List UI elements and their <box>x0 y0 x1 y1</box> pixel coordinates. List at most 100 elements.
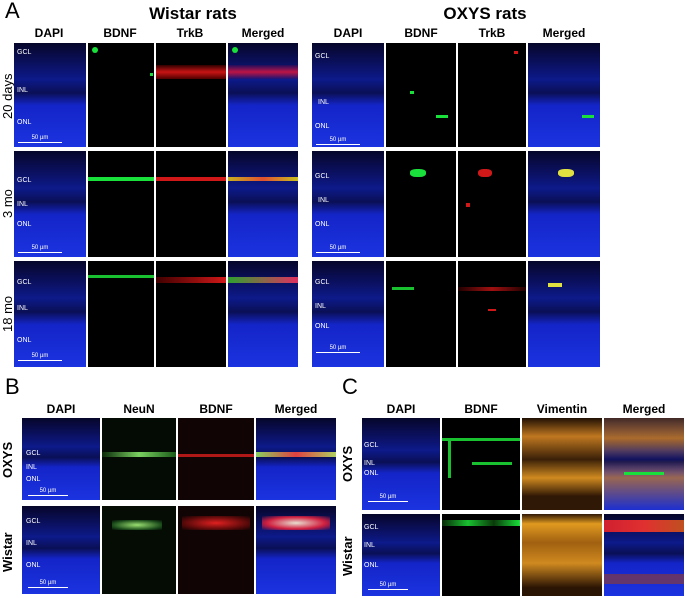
c-col-vimentin: Vimentin <box>536 402 588 416</box>
layer-onl-label: ONL <box>315 123 330 130</box>
b-col-merged: Merged <box>274 402 318 416</box>
layer-gcl-label: GCL <box>315 53 330 60</box>
b-row-oxys: OXYS <box>0 441 15 479</box>
layer-inl-label: INL <box>364 542 375 549</box>
a-wistar-18mo-trkb <box>156 261 226 367</box>
a-oxys-18mo-dapi: GCL INL ONL 50 µm <box>312 261 384 367</box>
a-wistar-col-bdnf: BDNF <box>103 26 137 40</box>
wistar-rats-title: Wistar rats <box>149 4 237 23</box>
a-oxys-3mo-dapi: GCL INL ONL 50 µm <box>312 151 384 257</box>
c-col-bdnf: BDNF <box>464 402 498 416</box>
a-wistar-3mo-dapi: GCL INL ONL 50 µm <box>14 151 86 257</box>
a-wistar-20d-merged <box>228 43 298 147</box>
b-wistar-dapi: GCL INL ONL 50 µm <box>22 506 100 594</box>
layer-onl-label: ONL <box>364 470 379 477</box>
c-wistar-dapi: GCL INL ONL 50 µm <box>362 514 440 596</box>
b-col-neun: NeuN <box>123 402 155 416</box>
b-wistar-bdnf <box>178 506 254 594</box>
panel-c-letter: C <box>342 374 358 399</box>
a-oxys-3mo-bdnf <box>386 151 456 257</box>
layer-onl-label: ONL <box>26 476 41 483</box>
layer-inl-label: INL <box>17 305 28 312</box>
a-wistar-18mo-bdnf <box>88 261 154 367</box>
layer-onl-label: ONL <box>17 337 32 344</box>
layer-gcl-label: GCL <box>26 518 41 525</box>
layer-inl-label: INL <box>318 99 329 106</box>
oxys-rats-title: OXYS rats <box>443 4 527 23</box>
panel-a-letter: A <box>5 0 20 23</box>
layer-gcl-label: GCL <box>17 49 32 56</box>
a-wistar-18mo-merged <box>228 261 298 367</box>
a-oxys-20d-dapi: GCL INL ONL 50 µm <box>312 43 384 147</box>
layer-onl-label: ONL <box>17 119 32 126</box>
layer-inl-label: INL <box>26 540 37 547</box>
a-wistar-20d-dapi: GCL INL ONL 50 µm <box>14 43 86 147</box>
b-oxys-merged <box>256 418 336 500</box>
a-wistar-col-trkb: TrkB <box>176 26 204 40</box>
c-wistar-merged <box>604 514 684 596</box>
a-oxys-20d-merged <box>528 43 600 147</box>
layer-inl-label: INL <box>318 197 329 204</box>
a-wistar-col-merged: Merged <box>241 26 285 40</box>
c-wistar-bdnf <box>442 514 520 596</box>
a-wistar-3mo-merged <box>228 151 298 257</box>
b-oxys-bdnf <box>178 418 254 500</box>
c-oxys-merged <box>604 418 684 510</box>
scale-bar: 50 µm <box>28 580 68 588</box>
layer-gcl-label: GCL <box>26 450 41 457</box>
a-oxys-20d-trkb <box>458 43 526 147</box>
layer-gcl-label: GCL <box>315 173 330 180</box>
a-oxys-col-merged: Merged <box>542 26 586 40</box>
b-row-wistar: Wistar <box>0 532 15 572</box>
a-oxys-18mo-trkb <box>458 261 526 367</box>
b-oxys-dapi: GCL INL ONL 50 µm <box>22 418 100 500</box>
c-row-oxys: OXYS <box>340 445 355 483</box>
layer-onl-label: ONL <box>17 221 32 228</box>
scale-bar: 50 µm <box>18 353 62 361</box>
layer-onl-label: ONL <box>364 562 379 569</box>
b-oxys-neun <box>102 418 176 500</box>
layer-onl-label: ONL <box>315 323 330 330</box>
a-wistar-20d-bdnf <box>88 43 154 147</box>
a-wistar-18mo-dapi: GCL INL ONL 50 µm <box>14 261 86 367</box>
c-col-dapi: DAPI <box>386 402 416 416</box>
scale-bar: 50 µm <box>18 245 62 253</box>
layer-gcl-label: GCL <box>315 279 330 286</box>
scale-bar: 50 µm <box>316 137 360 145</box>
layer-inl-label: INL <box>17 87 28 94</box>
c-row-wistar: Wistar <box>340 536 355 576</box>
b-col-dapi: DAPI <box>46 402 76 416</box>
scale-bar: 50 µm <box>18 135 62 143</box>
layer-gcl-label: GCL <box>17 279 32 286</box>
layer-inl-label: INL <box>364 460 375 467</box>
scale-bar: 50 µm <box>316 245 360 253</box>
c-wistar-vimentin <box>522 514 602 596</box>
layer-inl-label: INL <box>315 303 326 310</box>
a-oxys-18mo-bdnf <box>386 261 456 367</box>
scale-bar: 50 µm <box>316 345 360 353</box>
a-wistar-col-dapi: DAPI <box>34 26 64 40</box>
layer-inl-label: INL <box>26 464 37 471</box>
a-oxys-20d-bdnf <box>386 43 456 147</box>
c-oxys-dapi: GCL INL ONL 50 µm <box>362 418 440 510</box>
a-wistar-3mo-bdnf <box>88 151 154 257</box>
layer-inl-label: INL <box>17 201 28 208</box>
c-oxys-bdnf <box>442 418 520 510</box>
layer-onl-label: ONL <box>315 221 330 228</box>
layer-gcl-label: GCL <box>17 177 32 184</box>
a-oxys-3mo-trkb <box>458 151 526 257</box>
layer-onl-label: ONL <box>26 562 41 569</box>
panel-b-letter: B <box>5 374 20 399</box>
layer-gcl-label: GCL <box>364 442 379 449</box>
a-wistar-3mo-trkb <box>156 151 226 257</box>
a-oxys-col-bdnf: BDNF <box>404 26 438 40</box>
scale-bar: 50 µm <box>368 582 408 590</box>
c-col-merged: Merged <box>622 402 666 416</box>
b-wistar-merged <box>256 506 336 594</box>
a-oxys-3mo-merged <box>528 151 600 257</box>
layer-gcl-label: GCL <box>364 524 379 531</box>
a-oxys-col-trkb: TrkB <box>478 26 506 40</box>
c-oxys-vimentin <box>522 418 602 510</box>
a-oxys-col-dapi: DAPI <box>333 26 363 40</box>
scale-bar: 50 µm <box>368 494 408 502</box>
